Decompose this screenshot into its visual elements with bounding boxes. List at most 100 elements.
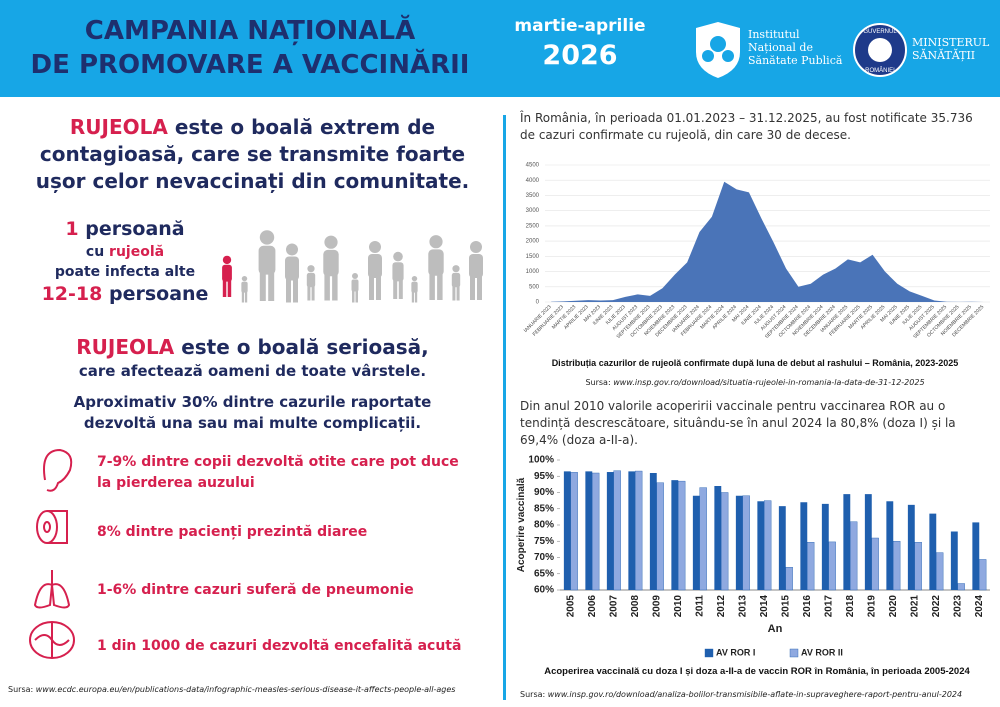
x-tick-label: 2011 — [694, 595, 705, 617]
area — [551, 181, 984, 302]
infect-text: persoane — [108, 283, 209, 305]
source-label: Sursa: — [8, 685, 34, 694]
intro-text: Din anul 2010 valorile acoperirii vaccin… — [520, 399, 956, 447]
x-tick-label: 2017 — [823, 595, 834, 618]
source-label: Sursa: — [585, 378, 611, 387]
logo-text: ROMÂNIEI — [865, 67, 895, 74]
bar — [678, 480, 686, 591]
bar — [972, 522, 980, 590]
y-tick-label: 1500 — [526, 254, 540, 260]
legend-swatch — [789, 648, 799, 658]
bar — [886, 501, 894, 590]
bar — [592, 472, 600, 591]
x-tick-label: 2009 — [651, 595, 662, 618]
highlight: RUJEOLA — [69, 115, 168, 139]
logo-text: MINISTERUL — [912, 36, 990, 49]
y-tick-label: 0 — [536, 300, 540, 306]
chart-title: Distribuția cazurilor de rujeolă confirm… — [552, 358, 959, 368]
y-tick-label: 1000 — [526, 269, 540, 275]
disease: rujeolă — [109, 244, 165, 260]
title-line: DE PROMOVARE A VACCINĂRII — [30, 50, 470, 80]
x-tick-label: 2012 — [716, 595, 727, 618]
source-url: www.insp.gov.ro/download/analiza-bolilor… — [547, 690, 963, 699]
y-axis-label: Acoperire vaccinală — [516, 477, 527, 572]
serious: RUJEOLA este o boală serioasă, care afec… — [10, 335, 495, 380]
divider — [503, 115, 506, 700]
brain-icon — [29, 621, 75, 659]
x-tick-label: 2022 — [931, 595, 942, 618]
header-title: CAMPANIA NAȚIONALĂ DE PROMOVARE A VACCIN… — [0, 14, 500, 82]
bar — [699, 487, 707, 591]
x-tick-label: 2021 — [909, 595, 920, 618]
bar — [864, 494, 872, 590]
logo-text: SĂNĂTĂȚII — [912, 49, 976, 62]
bar — [606, 472, 614, 590]
bar — [871, 537, 879, 591]
y-tick-label: 80% — [534, 520, 554, 531]
bar — [585, 471, 593, 590]
bar — [950, 531, 958, 590]
source: Sursa: www.insp.gov.ro/download/situatia… — [510, 378, 1000, 387]
bar — [671, 480, 679, 590]
x-tick-label: 2010 — [673, 595, 684, 618]
bar — [828, 541, 836, 591]
x-tick-label: 2019 — [866, 595, 877, 618]
bar — [692, 495, 700, 590]
x-tick-label: 2008 — [630, 595, 641, 618]
x-tick-label: 2024 — [974, 595, 985, 618]
bar — [721, 492, 729, 591]
bar — [914, 542, 922, 591]
bar — [649, 473, 657, 590]
source: Sursa: www.ecdc.europa.eu/en/publication… — [8, 685, 455, 694]
bar — [778, 506, 786, 590]
x-tick-label: 2023 — [952, 595, 963, 618]
serious-text: este o boală serioasă, — [181, 335, 429, 359]
complication-item: 7-9% dintre copii dezvoltă otite care po… — [97, 454, 459, 491]
infect-text: cu — [85, 244, 105, 260]
source-label: Sursa: — [520, 690, 546, 699]
count: 1 — [65, 218, 79, 240]
bar — [807, 542, 815, 591]
bar — [843, 494, 851, 590]
y-tick-label: 90% — [534, 487, 554, 498]
bar — [979, 559, 987, 591]
bar — [656, 482, 664, 591]
x-tick-label: 2014 — [759, 595, 770, 618]
y-tick-label: 4500 — [526, 163, 540, 169]
y-tick-label: 4000 — [526, 178, 540, 184]
bar — [907, 504, 915, 590]
header-band — [0, 0, 1000, 97]
period-text: martie-aprilie — [514, 16, 646, 36]
y-tick-label: 2000 — [526, 239, 540, 245]
bar — [757, 501, 765, 590]
logo-text: Sănătate Publică — [748, 54, 843, 67]
bar — [613, 470, 621, 591]
period: martie-aprilie 2026 — [505, 16, 655, 71]
bar — [800, 502, 808, 590]
icons — [29, 448, 75, 659]
bar — [936, 552, 944, 591]
x-tick-label: 2005 — [565, 595, 576, 618]
infect-block: 1 persoană cu rujeolă poate infecta alte… — [20, 218, 230, 305]
legend-swatch — [704, 648, 714, 658]
y-tick-label: 3500 — [526, 193, 540, 199]
bar — [570, 472, 578, 591]
highlight: RUJEOLA — [76, 335, 175, 359]
toilet-icon — [36, 510, 68, 544]
bar — [929, 513, 937, 590]
complication-item: 8% dintre pacienți prezintă diaree — [97, 524, 368, 540]
complication-item: 1-6% dintre cazuri suferă de pneumonie — [97, 582, 414, 598]
x-axis-label: An — [768, 623, 783, 635]
institute-name: Institutul Național de Sănătate Publică — [748, 28, 842, 67]
bar — [714, 486, 722, 590]
logo-text: Institutul — [748, 28, 800, 41]
bar — [850, 521, 858, 591]
x-tick-label: 2015 — [780, 595, 791, 618]
y-tick-label: 95% — [534, 471, 554, 482]
y-tick-label: 100% — [528, 455, 554, 466]
bar — [563, 471, 571, 590]
bar — [735, 495, 743, 590]
legend-label: AV ROR II — [801, 647, 843, 657]
